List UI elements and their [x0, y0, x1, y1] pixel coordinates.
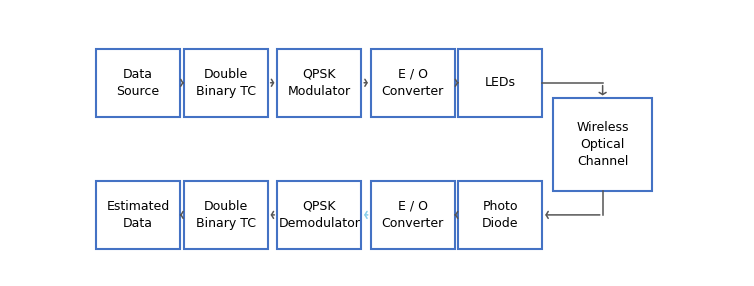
Text: Data
Source: Data Source: [117, 68, 160, 98]
Text: E / O
Converter: E / O Converter: [382, 68, 444, 98]
Bar: [96, 181, 180, 249]
Bar: [553, 98, 652, 191]
Bar: [184, 49, 268, 117]
Text: Photo
Diode: Photo Diode: [482, 200, 519, 230]
Text: LEDs: LEDs: [485, 76, 516, 89]
Text: QPSK
Demodulator: QPSK Demodulator: [278, 200, 360, 230]
Bar: [458, 181, 542, 249]
Bar: [184, 181, 268, 249]
Bar: [458, 49, 542, 117]
Text: Double
Binary TC: Double Binary TC: [196, 68, 256, 98]
Bar: [371, 49, 455, 117]
Bar: [277, 49, 361, 117]
Text: Wireless
Optical
Channel: Wireless Optical Channel: [576, 121, 629, 168]
Bar: [277, 181, 361, 249]
Text: E / O
Converter: E / O Converter: [382, 200, 444, 230]
Text: Estimated
Data: Estimated Data: [106, 200, 170, 230]
Text: Double
Binary TC: Double Binary TC: [196, 200, 256, 230]
Bar: [371, 181, 455, 249]
Bar: [96, 49, 180, 117]
Text: QPSK
Modulator: QPSK Modulator: [288, 68, 351, 98]
